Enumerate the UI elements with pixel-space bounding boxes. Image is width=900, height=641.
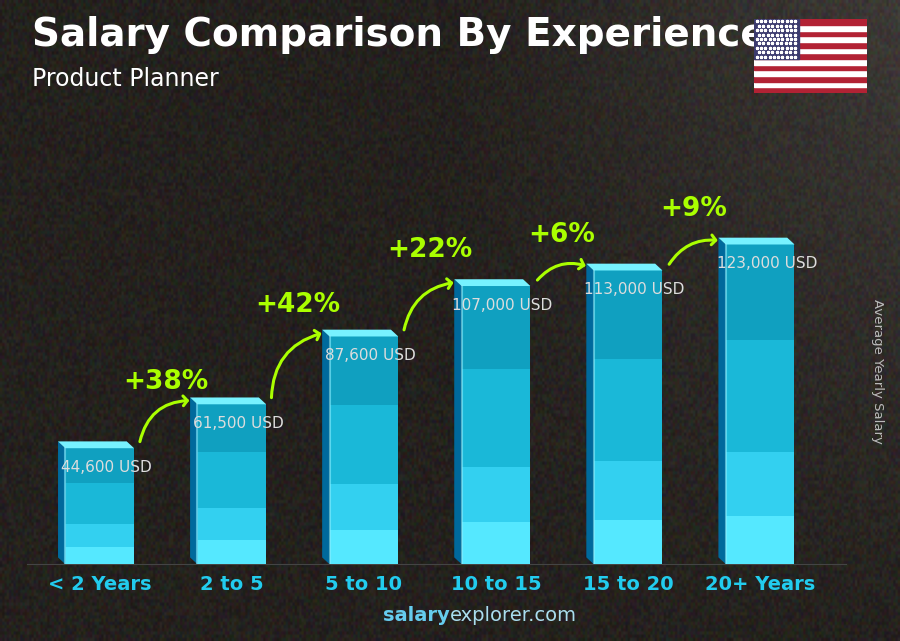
Polygon shape	[58, 442, 66, 564]
Text: +22%: +22%	[387, 237, 472, 263]
Polygon shape	[190, 397, 266, 404]
Polygon shape	[454, 279, 530, 286]
Polygon shape	[58, 442, 134, 448]
Text: +9%: +9%	[661, 196, 727, 222]
Text: 123,000 USD: 123,000 USD	[716, 256, 817, 271]
Polygon shape	[587, 263, 662, 271]
Polygon shape	[718, 238, 795, 244]
Text: 113,000 USD: 113,000 USD	[584, 282, 685, 297]
Bar	[754, 76, 867, 81]
Polygon shape	[454, 279, 530, 286]
Polygon shape	[190, 397, 197, 564]
Bar	[754, 31, 867, 37]
Bar	[754, 59, 867, 65]
Text: 107,000 USD: 107,000 USD	[453, 297, 553, 313]
Polygon shape	[322, 329, 329, 564]
Polygon shape	[322, 329, 398, 337]
Text: 61,500 USD: 61,500 USD	[193, 416, 284, 431]
Text: Product Planner: Product Planner	[32, 67, 218, 91]
Polygon shape	[322, 329, 398, 337]
Polygon shape	[190, 397, 197, 564]
Polygon shape	[718, 238, 725, 564]
Bar	[754, 87, 867, 93]
Text: Salary Comparison By Experience: Salary Comparison By Experience	[32, 16, 766, 54]
Bar	[754, 19, 867, 25]
Polygon shape	[190, 397, 266, 404]
Bar	[754, 25, 867, 31]
Polygon shape	[587, 263, 594, 564]
Polygon shape	[454, 279, 462, 564]
Bar	[754, 47, 867, 53]
Text: explorer.com: explorer.com	[450, 606, 577, 625]
Bar	[754, 37, 867, 42]
Polygon shape	[454, 279, 462, 564]
Text: +38%: +38%	[123, 369, 208, 395]
Polygon shape	[718, 238, 795, 244]
Bar	[754, 42, 867, 47]
Polygon shape	[58, 442, 66, 564]
Text: 44,600 USD: 44,600 USD	[61, 460, 151, 475]
Bar	[754, 19, 799, 59]
Bar	[754, 53, 867, 59]
Polygon shape	[587, 263, 662, 271]
Bar	[754, 65, 867, 71]
Text: Average Yearly Salary: Average Yearly Salary	[871, 299, 884, 444]
Text: +6%: +6%	[528, 222, 596, 248]
Polygon shape	[322, 329, 329, 564]
Bar	[754, 81, 867, 87]
Text: +42%: +42%	[256, 292, 340, 317]
Polygon shape	[587, 263, 594, 564]
Polygon shape	[58, 442, 134, 448]
Bar	[754, 71, 867, 76]
Text: salary: salary	[383, 606, 450, 625]
Polygon shape	[718, 238, 725, 564]
Text: 87,600 USD: 87,600 USD	[325, 348, 416, 363]
